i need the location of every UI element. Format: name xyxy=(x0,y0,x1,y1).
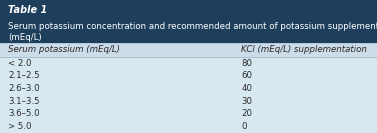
Text: 3.6–5.0: 3.6–5.0 xyxy=(8,109,40,119)
Bar xyxy=(0,95,377,108)
Text: 80: 80 xyxy=(241,59,252,68)
Bar xyxy=(0,43,377,57)
Text: 0: 0 xyxy=(241,122,247,131)
Text: 2.1–2.5: 2.1–2.5 xyxy=(8,72,40,80)
Text: 30: 30 xyxy=(241,97,252,106)
Bar xyxy=(0,120,377,133)
Text: Table 1: Table 1 xyxy=(8,5,48,15)
Bar xyxy=(0,82,377,95)
Bar xyxy=(0,0,377,43)
Text: Serum potassium concentration and recommended amount of potassium supplementatio: Serum potassium concentration and recomm… xyxy=(8,22,377,42)
Text: 20: 20 xyxy=(241,109,252,119)
Text: 3.1–3.5: 3.1–3.5 xyxy=(8,97,40,106)
Bar xyxy=(0,57,377,70)
Text: 60: 60 xyxy=(241,72,252,80)
Text: 40: 40 xyxy=(241,84,252,93)
Bar xyxy=(0,70,377,82)
Bar xyxy=(0,108,377,120)
Text: Serum potassium (mEq/L): Serum potassium (mEq/L) xyxy=(8,45,120,54)
Text: 2.6–3.0: 2.6–3.0 xyxy=(8,84,40,93)
Text: > 5.0: > 5.0 xyxy=(8,122,32,131)
Text: < 2.0: < 2.0 xyxy=(8,59,32,68)
Text: KCl (mEq/L) supplementation: KCl (mEq/L) supplementation xyxy=(241,45,367,54)
